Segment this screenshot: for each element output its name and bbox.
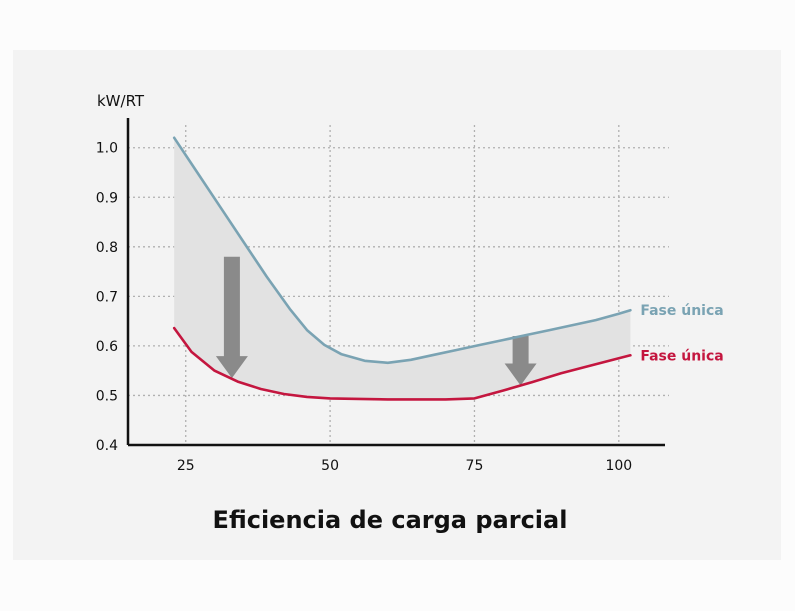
y-tick-label: 0.8	[96, 240, 118, 256]
series-labels: Fase única Fase única	[640, 303, 723, 364]
efficiency-chart: 25 50 75 100 0.4 0.5 0.6 0.7 0.8 0.9 1.0 kW/RT Fas…	[96, 92, 724, 534]
y-tick-label: 1.0	[96, 141, 118, 157]
y-tick-label: 0.7	[96, 289, 118, 305]
series-line-2	[172, 326, 632, 401]
series-label-2: Fase única	[640, 348, 723, 364]
y-tick-label: 0.5	[96, 388, 118, 404]
y-tick-label: 0.9	[96, 190, 118, 206]
x-tick-label: 100	[605, 458, 632, 474]
shaded-band	[174, 137, 631, 400]
chart-title: Eficiencia de carga parcial	[213, 506, 568, 534]
axes	[126, 118, 665, 447]
y-tick-label: 0.6	[96, 339, 118, 355]
x-tick-label: 25	[177, 458, 195, 474]
tick-labels: 25 50 75 100 0.4 0.5 0.6 0.7 0.8 0.9 1.0	[96, 141, 632, 474]
series-lines	[172, 136, 632, 401]
y-tick-label: 0.4	[96, 438, 118, 454]
x-tick-label: 75	[466, 458, 484, 474]
series-line-1	[172, 136, 632, 365]
x-tick-label: 50	[321, 458, 339, 474]
y-axis-unit: kW/RT	[97, 92, 145, 110]
down-arrow	[215, 256, 248, 379]
series-label-1: Fase única	[640, 303, 723, 319]
chart-panel: 25 50 75 100 0.4 0.5 0.6 0.7 0.8 0.9 1.0 kW/RT Fas…	[13, 50, 781, 560]
